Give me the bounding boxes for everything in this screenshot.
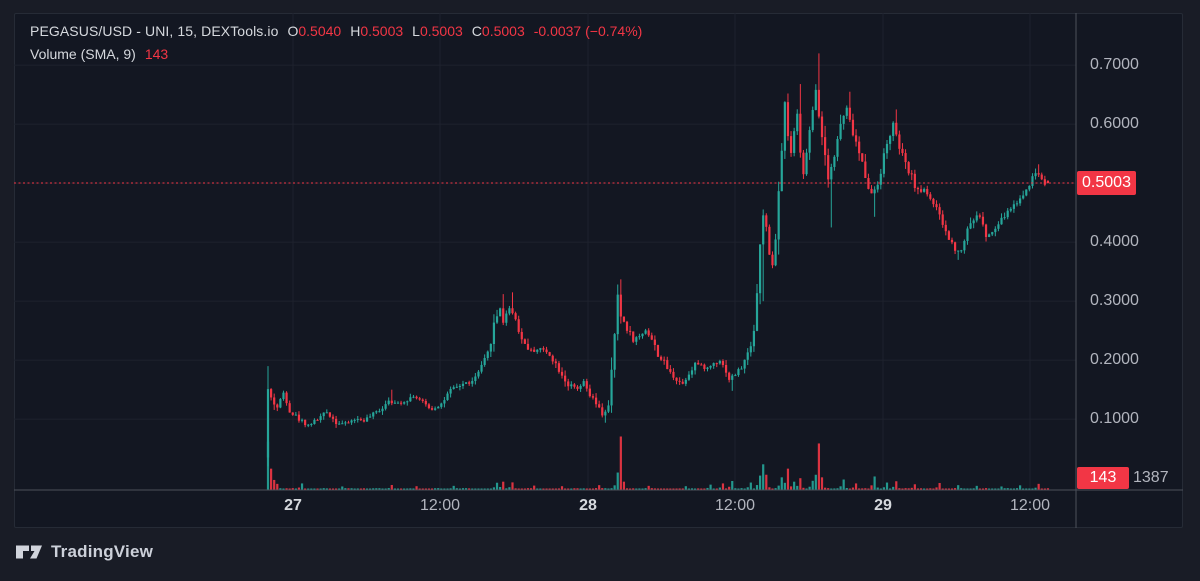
indicator-label: Volume (SMA, 9): [30, 46, 136, 62]
time-axis-day-label: 29: [874, 497, 892, 514]
last-price-badge: 0.5003: [1077, 171, 1136, 195]
price-axis-label: 0.2000: [1090, 351, 1139, 369]
indicator-legend-row[interactable]: Volume (SMA, 9) 143: [30, 43, 642, 65]
volume-value-badge: 143: [1077, 467, 1129, 489]
time-axis-day-label: 28: [579, 497, 597, 514]
price-axis-label: 0.6000: [1090, 115, 1139, 133]
price-axis-label: 0.4000: [1090, 233, 1139, 251]
time-axis-label: 12:00: [714, 497, 756, 514]
price-axis-label: 0.1000: [1090, 410, 1139, 428]
time-axis-label: 12:00: [1009, 497, 1051, 514]
brand-name: TradingView: [51, 542, 154, 561]
symbol-title: PEGASUS/USD - UNI, 15, DEXTools.io: [30, 23, 279, 39]
price-change: -0.0037 (−0.74%): [533, 23, 643, 39]
volume-axis-label: 1387: [1133, 469, 1169, 486]
ohlc-high: H0.5003: [350, 23, 404, 39]
tradingview-logo-icon: [16, 545, 42, 559]
chart-legend: PEGASUS/USD - UNI, 15, DEXTools.io O0.50…: [30, 20, 642, 65]
price-axis-label: 0.7000: [1090, 56, 1139, 74]
symbol-legend-row[interactable]: PEGASUS/USD - UNI, 15, DEXTools.io O0.50…: [30, 20, 642, 42]
ohlc-open: O0.5040: [287, 23, 342, 39]
time-axis-label: 12:00: [419, 497, 461, 514]
ohlc-low: L0.5003: [412, 23, 463, 39]
time-axis-day-label: 27: [284, 497, 302, 514]
ohlc-close: C0.5003: [471, 23, 525, 39]
indicator-value: 143: [144, 46, 169, 62]
chart-widget: [14, 13, 1183, 528]
price-axis-label: 0.3000: [1090, 292, 1139, 310]
footer-brand[interactable]: TradingView: [16, 540, 153, 564]
